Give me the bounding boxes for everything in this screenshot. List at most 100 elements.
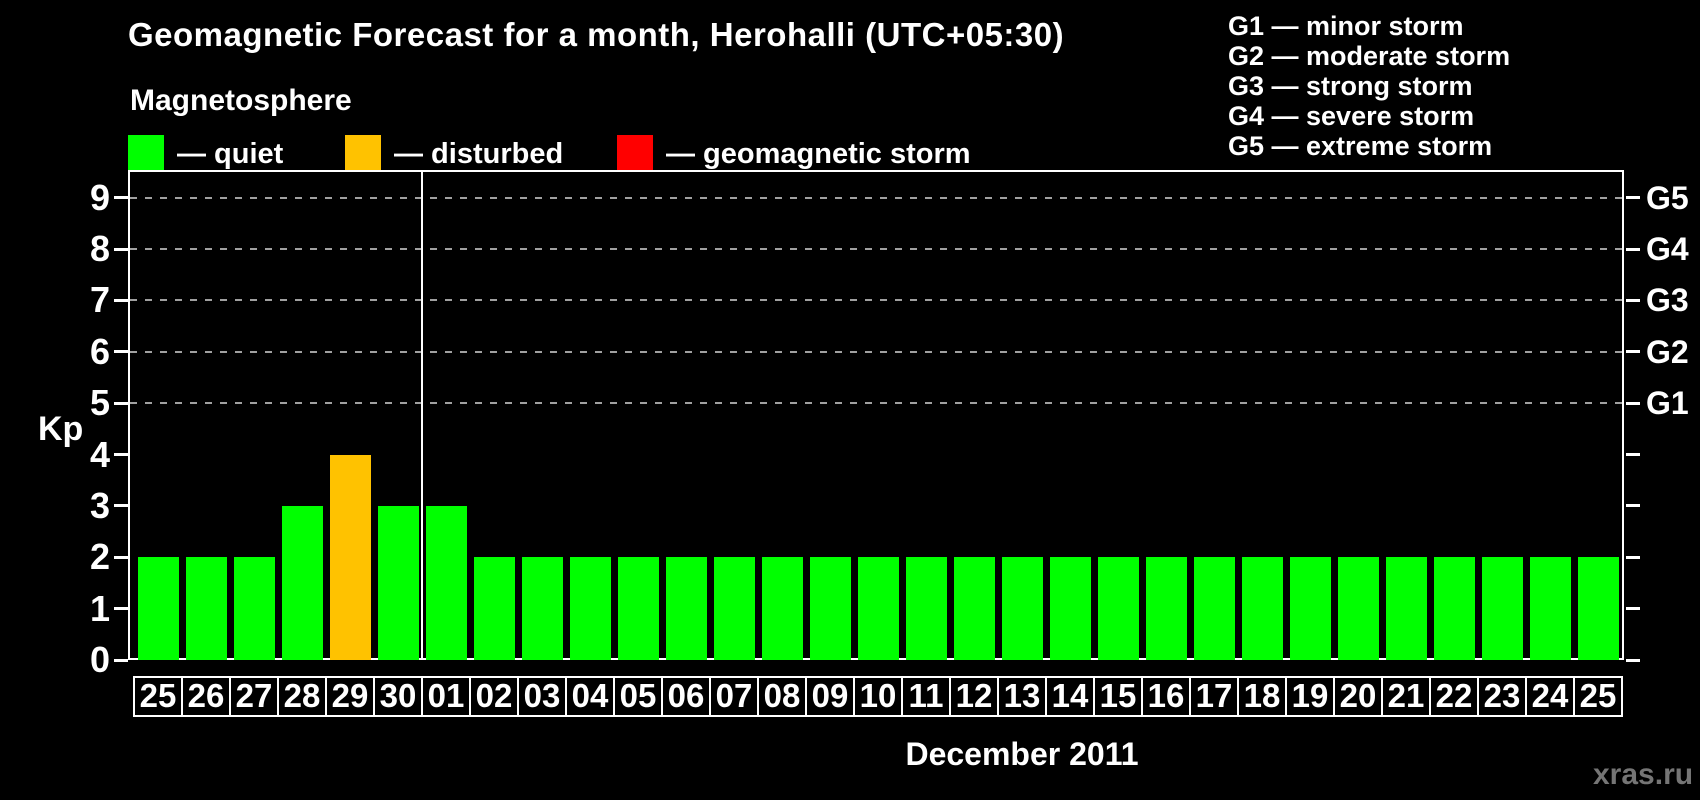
day-label-dec-23: 23 <box>1477 676 1527 717</box>
disturbed-legend-label: — disturbed <box>394 138 564 170</box>
right-axis-tick-9 <box>1626 196 1640 200</box>
day-label-dec-06: 06 <box>661 676 711 717</box>
kp-bar-day-23 <box>1481 557 1523 660</box>
page-title: Geomagnetic Forecast for a month, Heroha… <box>128 16 1065 53</box>
kp-bar-day-28 <box>281 505 323 660</box>
kp-bar-day-02 <box>473 557 515 660</box>
gridline-kp-5 <box>130 402 1624 405</box>
kp-bar-day-09 <box>809 557 851 660</box>
kp-bar-day-06 <box>665 557 707 660</box>
day-label-dec-15: 15 <box>1093 676 1143 717</box>
y-axis-tick-label-8: 8 <box>89 228 110 270</box>
storm-scale-legend-g4: G4 — severe storm <box>1228 101 1475 131</box>
y-axis-tick-label-3: 3 <box>89 484 110 526</box>
magnetosphere-legend-heading: Magnetosphere <box>130 84 352 117</box>
kp-bar-day-27 <box>233 557 275 660</box>
kp-bar-day-25 <box>1577 557 1619 660</box>
kp-bar-day-05 <box>617 557 659 660</box>
day-label-dec-12: 12 <box>949 676 999 717</box>
right-axis-label-g5: G5 <box>1646 179 1689 216</box>
kp-bar-day-04 <box>569 557 611 660</box>
day-label-dec-03: 03 <box>517 676 567 717</box>
y-axis-tick-8 <box>114 247 128 251</box>
day-label-dec-01: 01 <box>421 676 471 717</box>
day-label-dec-19: 19 <box>1285 676 1335 717</box>
gridline-kp-6 <box>130 350 1624 353</box>
day-label-dec-02: 02 <box>469 676 519 717</box>
day-label-dec-14: 14 <box>1045 676 1095 717</box>
day-label-nov-29: 29 <box>325 676 375 717</box>
kp-bar-day-07 <box>713 557 755 660</box>
day-label-dec-24: 24 <box>1525 676 1575 717</box>
kp-bar-day-26 <box>185 557 227 660</box>
kp-bar-day-12 <box>953 557 995 660</box>
y-axis-tick-4 <box>114 453 128 457</box>
right-axis-tick-6 <box>1626 350 1640 354</box>
gridline-kp-7 <box>130 299 1624 302</box>
day-label-dec-08: 08 <box>757 676 807 717</box>
right-axis-tick-0 <box>1626 658 1640 662</box>
kp-bar-day-24 <box>1529 557 1571 660</box>
y-axis-tick-9 <box>114 196 128 200</box>
y-axis-tick-label-9: 9 <box>89 176 110 218</box>
day-label-dec-18: 18 <box>1237 676 1287 717</box>
y-axis-tick-label-0: 0 <box>89 639 110 680</box>
day-label-dec-10: 10 <box>853 676 903 717</box>
kp-bar-day-08 <box>761 557 803 660</box>
kp-bar-day-15 <box>1097 557 1139 660</box>
x-axis-title: December 2011 <box>905 736 1139 772</box>
y-axis-tick-0 <box>114 658 128 662</box>
y-axis-tick-5 <box>114 401 128 405</box>
day-label-nov-25: 25 <box>133 676 183 717</box>
right-axis-tick-4 <box>1626 453 1640 457</box>
gridline-kp-8 <box>130 248 1624 251</box>
y-axis-tick-1 <box>114 607 128 611</box>
disturbed-color-swatch <box>345 135 381 171</box>
storm-scale-legend-g2: G2 — moderate storm <box>1228 41 1511 71</box>
day-label-nov-27: 27 <box>229 676 279 717</box>
storm-scale-legend-g1: G1 — minor storm <box>1228 11 1464 41</box>
day-label-dec-21: 21 <box>1381 676 1431 717</box>
storm-scale-legend-g3: G3 — strong storm <box>1228 71 1473 101</box>
day-label-dec-09: 09 <box>805 676 855 717</box>
right-axis-tick-8 <box>1626 247 1640 251</box>
day-label-dec-05: 05 <box>613 676 663 717</box>
geomagnetic-storm-color-swatch <box>617 135 653 171</box>
right-axis-tick-7 <box>1626 298 1640 302</box>
day-label-dec-22: 22 <box>1429 676 1479 717</box>
watermark: xras.ru <box>1593 758 1694 791</box>
kp-bar-day-03 <box>521 557 563 660</box>
day-label-dec-13: 13 <box>997 676 1047 717</box>
day-label-nov-30: 30 <box>373 676 423 717</box>
kp-bar-day-01 <box>425 505 467 660</box>
day-label-nov-26: 26 <box>181 676 231 717</box>
right-axis-label-g1: G1 <box>1646 385 1689 422</box>
kp-bar-day-29 <box>329 454 371 660</box>
day-label-dec-25: 25 <box>1573 676 1623 717</box>
y-axis-tick-7 <box>114 298 128 302</box>
storm-scale-legend: G1 — minor storm G2 — moderate storm G3 … <box>1228 11 1510 161</box>
y-axis-tick-label-1: 1 <box>89 587 110 629</box>
kp-bar-day-16 <box>1145 557 1187 660</box>
y-axis-tick-label-5: 5 <box>89 382 110 424</box>
day-label-dec-11: 11 <box>901 676 951 717</box>
quiet-legend-label: — quiet <box>177 138 284 170</box>
kp-bar-day-19 <box>1289 557 1331 660</box>
quiet-color-swatch <box>128 135 164 171</box>
right-axis-tick-1 <box>1626 607 1640 611</box>
kp-bar-day-17 <box>1193 557 1235 660</box>
month-separator-line <box>421 172 423 660</box>
day-label-dec-17: 17 <box>1189 676 1239 717</box>
day-label-dec-16: 16 <box>1141 676 1191 717</box>
right-axis-tick-3 <box>1626 504 1640 508</box>
y-axis-tick-label-6: 6 <box>89 330 110 372</box>
day-label-dec-04: 04 <box>565 676 615 717</box>
kp-bar-day-14 <box>1049 557 1091 660</box>
y-axis-title: Kp <box>38 410 84 448</box>
y-axis-tick-6 <box>114 350 128 354</box>
right-axis-label-g4: G4 <box>1646 231 1689 268</box>
kp-bar-day-13 <box>1001 557 1043 660</box>
kp-bar-day-18 <box>1241 557 1283 660</box>
y-axis-tick-label-4: 4 <box>89 433 110 475</box>
